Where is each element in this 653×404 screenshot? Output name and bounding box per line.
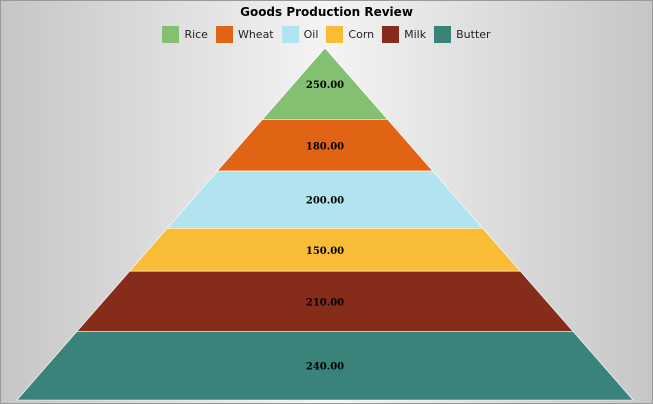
legend-swatch <box>281 26 299 43</box>
legend-item-rice[interactable]: Rice <box>162 26 208 43</box>
legend-label: Wheat <box>237 28 274 41</box>
legend-item-corn[interactable]: Corn <box>326 26 374 43</box>
pyramid-segment-butter[interactable] <box>16 330 634 401</box>
chart-title: Goods Production Review <box>240 5 413 19</box>
data-label-corn: 150.00 <box>306 246 344 257</box>
data-label-milk: 210.00 <box>306 297 344 308</box>
legend-label: Butter <box>456 28 491 41</box>
legend-swatch <box>326 26 344 43</box>
legend-swatch <box>215 26 233 43</box>
legend-item-milk[interactable]: Milk <box>382 26 426 43</box>
data-label-wheat: 180.00 <box>306 141 344 152</box>
legend-label: Corn <box>348 28 375 41</box>
legend-item-oil[interactable]: Oil <box>281 26 319 43</box>
legend: Rice Wheat Oil Corn Milk Butter <box>1 26 652 43</box>
data-label-oil: 200.00 <box>306 196 344 207</box>
legend-swatch <box>434 26 452 43</box>
legend-label: Milk <box>404 28 427 41</box>
data-label-rice: 250.00 <box>306 80 344 91</box>
legend-item-wheat[interactable]: Wheat <box>215 26 274 43</box>
legend-label: Rice <box>184 28 208 41</box>
legend-swatch <box>162 26 180 43</box>
legend-swatch <box>382 26 400 43</box>
legend-item-butter[interactable]: Butter <box>434 26 491 43</box>
legend-label: Oil <box>303 28 319 41</box>
data-label-butter: 240.00 <box>306 362 344 373</box>
